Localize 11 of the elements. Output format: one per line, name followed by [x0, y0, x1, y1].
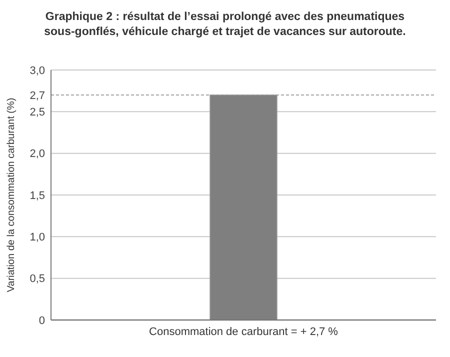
y-tick-label: 0,5	[30, 273, 45, 286]
y-tick-label: 2,0	[30, 148, 45, 160]
x-tick-label: Consommation de carburant = + 2,7 %	[149, 326, 338, 338]
y-tick-label: 1,0	[30, 232, 45, 244]
y-tick-label: 1,5	[30, 190, 45, 202]
y-tick-label: 3,0	[30, 64, 45, 77]
chart-title: Graphique 2 : résultat de l’essai prolongé avec des pneumatiques sous-gonflés, véhicule chargé et trajet de vacances sur autoroute.	[44, 11, 406, 38]
y-tick-label: 2,5	[30, 106, 45, 119]
y-tick-label: 2,7	[30, 90, 45, 102]
y-axis-title: Variation de la consommation carburant (%)	[6, 98, 17, 292]
y-tick-label: 0	[38, 314, 45, 327]
